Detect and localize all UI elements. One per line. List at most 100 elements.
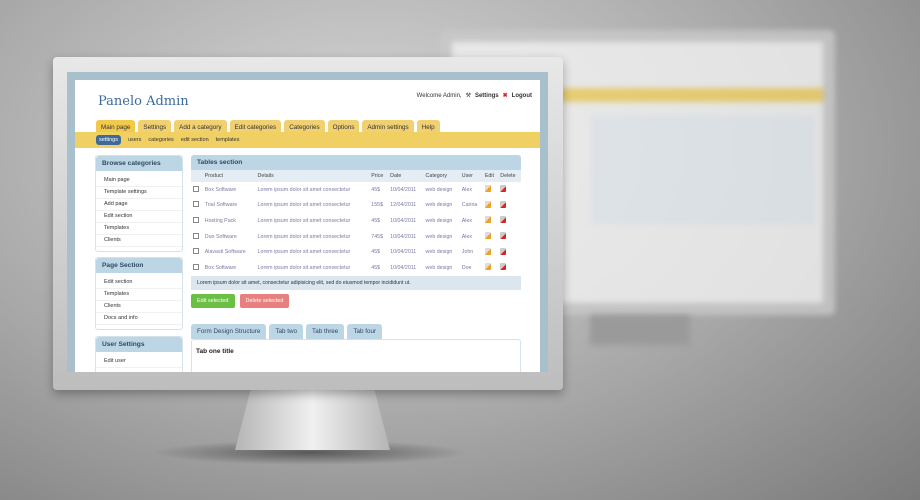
tab-content: Tab one title (191, 338, 521, 372)
cell-price: 45$ (371, 217, 381, 224)
tab-add-category[interactable]: Add a category (174, 120, 227, 134)
delete-icon[interactable] (500, 216, 507, 224)
delete-selected-button[interactable]: Delete selected (239, 293, 290, 308)
cell-product: Alavasti Software (204, 249, 246, 256)
section-title: Tables section (191, 155, 521, 170)
sidebar-item[interactable]: Add page (96, 199, 182, 211)
tab-admin-settings[interactable]: Admin settings (362, 120, 414, 134)
cell-price: 45$ (371, 186, 381, 193)
edit-icon[interactable] (484, 232, 491, 240)
monitor-stand (235, 390, 390, 450)
subnav-templates[interactable]: templates (215, 137, 240, 143)
cell-details: Lorem ipsum dolor sit amet consectetur (257, 233, 351, 240)
cell-user: Alex (461, 233, 473, 240)
background-monitor-stand (590, 315, 690, 345)
cell-category: web design (425, 202, 453, 209)
sidebar-item[interactable]: Templates (96, 289, 182, 301)
cell-user: Alex (461, 217, 473, 224)
page-section-panel: Page Section Edit section Templates Clie… (95, 257, 183, 330)
edit-icon[interactable] (484, 216, 491, 224)
cell-date: 10/04/2011 (390, 249, 417, 256)
tools-icon: ⚒ (465, 93, 471, 99)
cell-details: Lorem ipsum dolor sit amet consectetur (257, 202, 351, 209)
cell-user: Alex (461, 186, 473, 193)
app-title: Panelo Admin (98, 94, 189, 109)
panel-title: Page Section (96, 258, 182, 273)
delete-icon[interactable] (500, 263, 507, 271)
sidebar-item[interactable]: Edit user (96, 356, 182, 368)
row-checkbox[interactable] (193, 263, 199, 270)
cell-details: Lorem ipsum dolor sit amet consectetur (257, 186, 351, 193)
delete-icon[interactable] (500, 200, 507, 208)
cell-product: Trial Software (204, 202, 238, 209)
settings-link[interactable]: Settings (474, 92, 499, 99)
edit-icon[interactable] (484, 200, 491, 208)
tab-content-title: Tab one title (196, 347, 234, 355)
column-header: User (459, 170, 483, 182)
browse-categories-panel: Browse categories Main page Template set… (95, 155, 183, 252)
row-checkbox[interactable] (193, 232, 199, 239)
tab-three[interactable]: Tab three (306, 323, 345, 339)
table-footer: Lorem ipsum dolor sit amet, consectetur … (191, 275, 521, 290)
tab-options[interactable]: Options (327, 120, 360, 134)
cell-details: Lorem ipsum dolor sit amet consectetur (257, 264, 351, 271)
tab-form-design-structure[interactable]: Form Design Structure (191, 323, 267, 339)
panel-title: Browse categories (96, 156, 182, 171)
column-header: Price (369, 170, 389, 182)
edit-selected-button[interactable]: Edit selected (191, 293, 235, 308)
row-checkbox[interactable] (193, 216, 199, 223)
row-checkbox[interactable] (193, 248, 199, 255)
row-checkbox[interactable] (193, 185, 199, 192)
sidebar-item[interactable]: Templates (96, 223, 182, 235)
delete-icon[interactable] (500, 247, 507, 255)
sidebar-item[interactable]: Clients (96, 301, 182, 313)
column-header: Product (202, 170, 256, 182)
row-checkbox[interactable] (193, 201, 199, 208)
sidebar-item[interactable]: Template settings (96, 187, 182, 199)
edit-icon[interactable] (484, 263, 491, 271)
cell-category: web design (425, 264, 453, 271)
tab-main-page[interactable]: Main page (96, 120, 136, 134)
table-row: Duo Software Lorem ipsum dolor sit amet c… (191, 229, 521, 245)
sidebar-item[interactable]: Clients (96, 235, 182, 247)
column-header: Category (423, 170, 460, 182)
delete-icon[interactable] (500, 185, 507, 193)
cell-price: 45$ (371, 249, 381, 256)
subnav-settings[interactable]: settings (96, 135, 121, 145)
column-header: Details (255, 170, 370, 182)
subnav-users[interactable]: users (127, 137, 142, 143)
products-table: Product Details Price Date Category User Edit D… (191, 170, 521, 276)
column-header (191, 170, 203, 182)
tab-categories[interactable]: Categories (284, 120, 325, 134)
user-settings-panel: User Settings Edit user (95, 336, 183, 372)
subnav-edit-section[interactable]: edit section (180, 137, 209, 143)
cell-details: Lorem ipsum dolor sit amet consectetur (257, 217, 351, 224)
sidebar-item[interactable]: Edit section (96, 277, 182, 289)
sidebar-item[interactable]: Edit section (96, 211, 182, 223)
tab-edit-categories[interactable]: Edit categories (229, 120, 282, 134)
edit-icon[interactable] (484, 185, 491, 193)
tab-two[interactable]: Tab two (269, 323, 304, 339)
table-row: Trial Software Lorem ipsum dolor sit amet… (191, 198, 521, 214)
tab-four[interactable]: Tab four (347, 323, 383, 339)
table-row: Box Software Lorem ipsum dolor sit amet c… (191, 182, 521, 198)
close-icon: ✖ (502, 93, 508, 99)
subnav-categories[interactable]: categories (148, 137, 174, 143)
tab-settings[interactable]: Settings (138, 120, 172, 134)
cell-user: John (461, 249, 474, 256)
edit-icon[interactable] (484, 247, 491, 255)
sidebar-item[interactable]: Main page (96, 175, 182, 187)
cell-price: 745$ (371, 233, 384, 240)
tab-help[interactable]: Help (416, 120, 440, 134)
cell-product: Box Software (204, 186, 237, 193)
cell-price: 45$ (371, 264, 381, 271)
cell-product: Box Software (204, 264, 237, 271)
delete-icon[interactable] (500, 232, 507, 240)
sidebar-item[interactable]: Docs and info (96, 313, 182, 325)
panel-title: User Settings (96, 337, 182, 352)
cell-date: 12/04/2011 (390, 202, 417, 209)
logout-link[interactable]: Logout (511, 92, 532, 99)
cell-category: web design (425, 249, 453, 256)
table-row: Box Software Lorem ipsum dolor sit amet c… (191, 260, 521, 276)
cell-user: Doe (461, 264, 472, 271)
